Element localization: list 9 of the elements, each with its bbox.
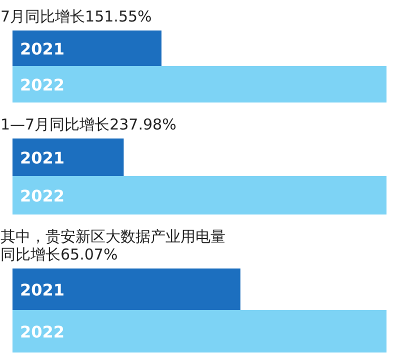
chart-title: 7月同比增长151.55% [0, 8, 152, 26]
y-tick-label: 2021 [20, 280, 65, 300]
y-tick-label: 2022 [20, 322, 65, 342]
chart-title: 其中，贵安新区大数据产业用电量同比增长65.07% [0, 228, 226, 264]
y-tick-label: 2022 [20, 186, 65, 206]
y-tick-label: 2022 [20, 76, 65, 94]
chart-title: 1—7月同比增长237.98% [0, 116, 176, 134]
y-tick-label: 2021 [20, 40, 65, 58]
y-tick-label: 2021 [20, 148, 65, 168]
